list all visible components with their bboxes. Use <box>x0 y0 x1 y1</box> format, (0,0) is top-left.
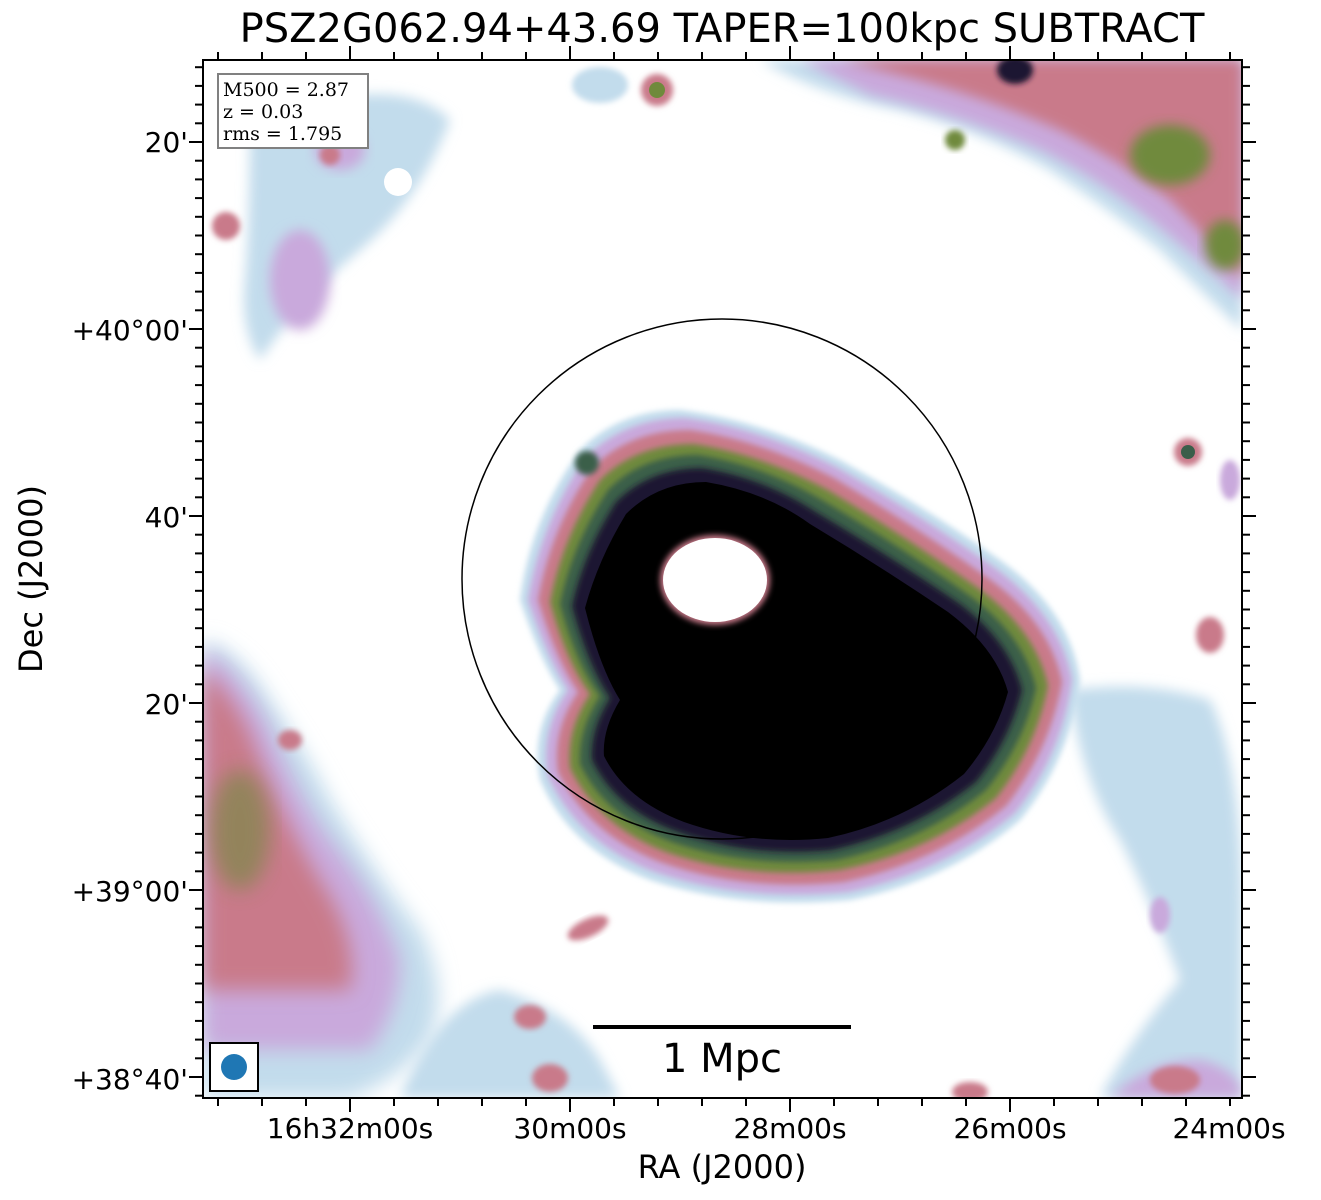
x-tick-label: 24m00s <box>1172 1112 1285 1145</box>
x-tick-label: 30m00s <box>513 1112 626 1145</box>
y-tick-label: +38°40' <box>72 1063 188 1096</box>
y-tick-labels: 20' +40°00' 40' 20' +39°00' +38°40' <box>72 126 188 1096</box>
emission-bottom-right <box>1070 438 1242 1098</box>
y-tick-label: +40°00' <box>72 314 188 347</box>
x-axis-label: RA (J2000) <box>638 1148 807 1186</box>
info-m500: M500 = 2.87 <box>223 79 349 101</box>
beam-indicator <box>209 1042 259 1092</box>
axis-ticks <box>189 46 1256 1112</box>
image-title: PSZ2G062.94+43.69 TAPER=100kpc SUBTRACT <box>239 6 1205 52</box>
x-tick-label: 16h32m00s <box>267 1112 434 1145</box>
x-tick-label: 28m00s <box>733 1112 846 1145</box>
y-tick-label: +39°00' <box>72 875 188 908</box>
x-tick-labels: 16h32m00s 30m00s 28m00s 26m00s 24m00s <box>267 1112 1286 1145</box>
plot-frame <box>202 59 1243 1099</box>
info-rms: rms = 1.795 <box>223 123 342 145</box>
scale-bar-label: 1 Mpc <box>662 1036 782 1082</box>
central-halo <box>520 410 1080 903</box>
x-tick-label: 26m00s <box>953 1112 1066 1145</box>
info-box: M500 = 2.87 z = 0.03 rms = 1.795 <box>217 73 369 149</box>
emission-left <box>203 640 438 1098</box>
scale-bar: 1 Mpc <box>593 1025 851 1082</box>
y-tick-label: 40' <box>145 501 188 534</box>
y-axis-label: Dec (J2000) <box>12 485 50 673</box>
y-tick-label: 20' <box>145 688 188 721</box>
y-tick-label: 20' <box>145 126 188 159</box>
beam-ellipse <box>221 1054 247 1080</box>
r500-circle <box>461 318 983 840</box>
emission-top-right <box>760 60 1242 330</box>
emission-bottom <box>400 915 988 1098</box>
info-redshift: z = 0.03 <box>223 101 303 123</box>
image-area <box>203 60 1242 1098</box>
